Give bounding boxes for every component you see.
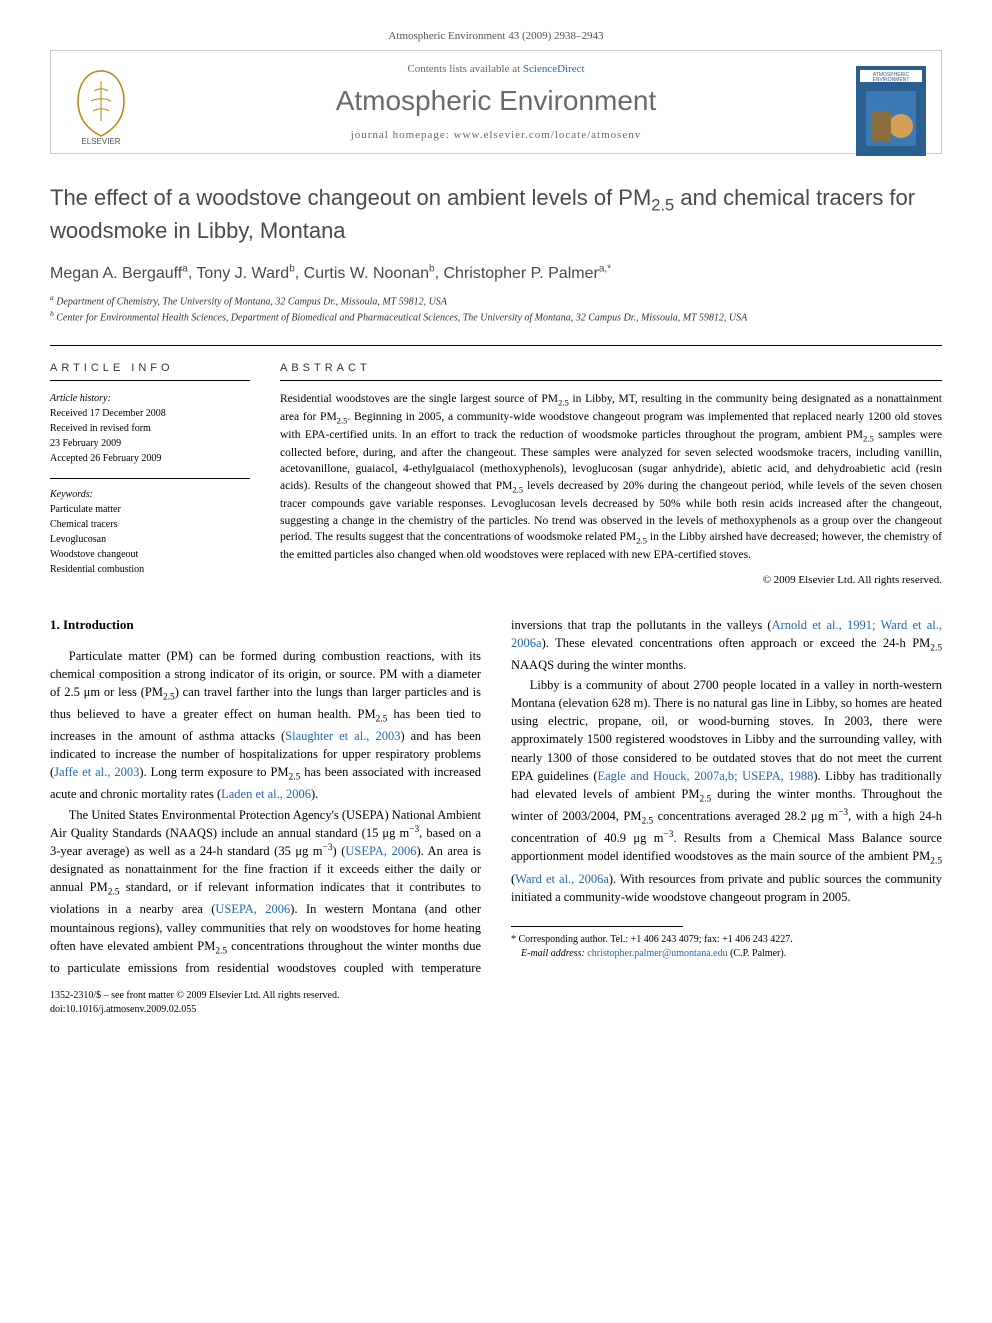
footnote-separator: [511, 926, 683, 927]
citation-link[interactable]: USEPA, 2006: [215, 902, 290, 916]
journal-homepage-line: journal homepage: www.elsevier.com/locat…: [71, 129, 921, 141]
doi-line: doi:10.1016/j.atmosenv.2009.02.055: [50, 1003, 942, 1017]
citation-link[interactable]: Slaughter et al., 2003: [285, 729, 400, 743]
citation-link[interactable]: Ward et al., 2006a: [515, 872, 609, 886]
author-1: Megan A. Bergauffa: [50, 265, 188, 282]
sciencedirect-link[interactable]: ScienceDirect: [523, 63, 585, 75]
corresponding-author-footnote: * Corresponding author. Tel.: +1 406 243…: [511, 933, 942, 961]
homepage-url: www.elsevier.com/locate/atmosenv: [454, 129, 642, 141]
article-history: Article history: Received 17 December 20…: [50, 391, 250, 466]
elsevier-logo: ELSEVIER: [66, 66, 136, 146]
journal-header-box: ELSEVIER ATMOSPHERIC ENVIRONMENT Content…: [50, 50, 942, 154]
abstract-copyright: © 2009 Elsevier Ltd. All rights reserved…: [280, 574, 942, 586]
citation-link[interactable]: Jaffe et al., 2003: [54, 765, 139, 779]
article-body: 1. Introduction Particulate matter (PM) …: [50, 616, 942, 977]
homepage-prefix: journal homepage:: [351, 129, 454, 141]
contents-available-line: Contents lists available at ScienceDirec…: [71, 63, 921, 75]
intro-paragraph-1: Particulate matter (PM) can be formed du…: [50, 647, 481, 804]
keywords: Keywords: Particulate matter Chemical tr…: [50, 478, 250, 577]
journal-cover-thumbnail: ATMOSPHERIC ENVIRONMENT: [856, 66, 926, 156]
contents-prefix: Contents lists available at: [407, 63, 522, 75]
citation-link[interactable]: USEPA, 2006: [345, 844, 416, 858]
abstract-text: Residential woodstoves are the single la…: [280, 391, 942, 563]
citation-link[interactable]: Eagle and Houck, 2007a,b; USEPA, 1988: [598, 769, 814, 783]
article-title: The effect of a woodstove changeout on a…: [50, 184, 942, 245]
author-4: Christopher P. Palmera,*: [443, 265, 611, 282]
affiliation-a: a Department of Chemistry, The Universit…: [50, 293, 942, 309]
affiliations: a Department of Chemistry, The Universit…: [50, 293, 942, 326]
journal-name: Atmospheric Environment: [71, 85, 921, 117]
affiliation-b: b Center for Environmental Health Scienc…: [50, 309, 942, 325]
article-info-sidebar: ARTICLE INFO Article history: Received 1…: [50, 362, 250, 585]
author-2: Tony J. Wardb: [196, 265, 294, 282]
svg-text:ENVIRONMENT: ENVIRONMENT: [873, 77, 910, 83]
intro-paragraph-3: Libby is a community of about 2700 peopl…: [511, 676, 942, 906]
running-header: Atmospheric Environment 43 (2009) 2938–2…: [50, 30, 942, 42]
abstract-column: ABSTRACT Residential woodstoves are the …: [280, 362, 942, 585]
svg-text:ELSEVIER: ELSEVIER: [81, 137, 120, 146]
author-list: Megan A. Bergauffa, Tony J. Wardb, Curti…: [50, 263, 942, 282]
page-footer: 1352-2310/$ – see front matter © 2009 El…: [50, 989, 942, 1017]
issn-line: 1352-2310/$ – see front matter © 2009 El…: [50, 989, 942, 1003]
article-info-label: ARTICLE INFO: [50, 362, 250, 381]
author-3: Curtis W. Noonanb: [304, 265, 435, 282]
section-heading-introduction: 1. Introduction: [50, 616, 481, 635]
abstract-label: ABSTRACT: [280, 362, 942, 381]
corresponding-email-link[interactable]: christopher.palmer@umontana.edu: [587, 948, 727, 959]
citation-link[interactable]: Laden et al., 2006: [221, 787, 311, 801]
